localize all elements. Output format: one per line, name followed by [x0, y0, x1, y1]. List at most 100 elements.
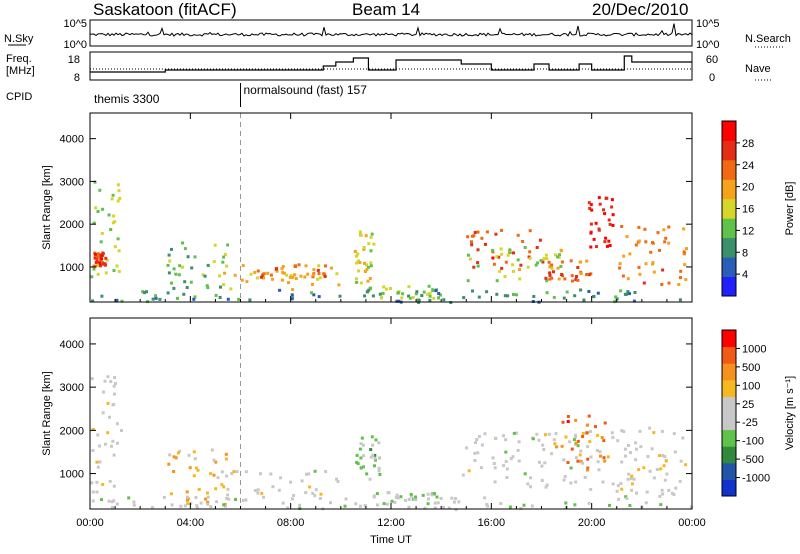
echo-cell [473, 231, 477, 234]
echo-cell [166, 263, 170, 267]
echo-cell [291, 275, 295, 279]
echo-cell [523, 472, 527, 476]
echo-cell [364, 234, 368, 238]
echo-cell [369, 286, 373, 290]
echo-cell [312, 268, 316, 272]
echo-cell [626, 477, 630, 481]
echo-cell [185, 286, 189, 289]
echo-cell [111, 439, 115, 443]
echo-cell [660, 429, 664, 433]
echo-cell [394, 496, 398, 499]
echo-cell [101, 207, 105, 211]
search-tick-top: 10^5 [696, 18, 720, 30]
echo-cell [432, 296, 436, 300]
echo-cell [558, 253, 561, 257]
echo-cell [495, 255, 499, 259]
echo-cell [101, 252, 105, 256]
echo-cell [313, 469, 317, 473]
echo-cell [589, 430, 592, 433]
echo-cell [226, 297, 230, 301]
echo-cell [501, 434, 505, 438]
echo-cell [532, 295, 536, 298]
echo-cell [595, 245, 598, 249]
echo-cell [473, 459, 477, 462]
echo-cell [249, 272, 253, 276]
echo-cell [225, 264, 229, 268]
echo-cell [369, 235, 373, 239]
echo-cell [127, 496, 131, 500]
echo-cell [409, 494, 413, 498]
echo-cell [396, 291, 400, 295]
echo-cell [679, 459, 683, 463]
echo-cell [658, 248, 661, 252]
echo-cell [560, 273, 564, 276]
echo-cell [222, 283, 226, 287]
y-tick-label: 3000 [60, 382, 84, 394]
colorbar-segment [722, 479, 736, 497]
colorbar-tick-label: 4 [742, 269, 748, 281]
echo-cell [652, 431, 656, 435]
colorbar-segment [722, 218, 736, 239]
echo-cell [550, 452, 554, 456]
echo-cell [681, 436, 685, 440]
echo-cell [310, 283, 314, 286]
echo-cell [678, 479, 682, 483]
echo-cell [538, 238, 542, 242]
echo-cell [183, 504, 187, 508]
echo-cell [439, 497, 443, 500]
echo-cell [542, 257, 546, 260]
echo-cell [216, 476, 220, 480]
echo-cell [626, 277, 630, 281]
colorbar-segment [722, 363, 736, 381]
echo-cell [411, 296, 415, 299]
echo-cell [585, 259, 589, 263]
echo-cell [608, 222, 612, 226]
echo-cell [377, 441, 381, 445]
echo-cell [476, 451, 480, 455]
echo-cell [526, 482, 530, 486]
echo-cell [619, 289, 623, 293]
echo-cell [611, 435, 615, 439]
echo-cell [91, 427, 95, 431]
echo-cell [298, 503, 302, 507]
echo-cell [608, 503, 611, 507]
echo-cell [554, 432, 558, 436]
echo-cell [113, 245, 117, 249]
echo-cell [114, 382, 117, 385]
echo-cell [576, 278, 580, 282]
echo-cell [308, 485, 312, 489]
echo-cell [428, 298, 432, 302]
echo-cell [291, 497, 294, 501]
echo-cell [677, 283, 681, 286]
echo-cell [512, 431, 516, 435]
echo-cell [269, 472, 273, 476]
echo-cell [499, 247, 503, 251]
echo-cell [667, 281, 671, 285]
echo-cell [545, 257, 549, 261]
echo-cell [292, 494, 296, 497]
freq-tick-bottom: 8 [74, 72, 80, 84]
echo-cell [457, 500, 461, 504]
echo-cell [643, 227, 647, 231]
echo-cell [638, 272, 642, 276]
echo-cell [535, 432, 539, 436]
y-tick-label: 3000 [60, 176, 84, 188]
echo-cell [493, 466, 497, 470]
colorbar-tick-label: -25 [742, 417, 758, 429]
echo-cell [661, 268, 665, 272]
echo-cell [356, 252, 360, 256]
echo-cell [93, 256, 97, 260]
echo-cell [607, 218, 611, 222]
echo-cell [516, 233, 520, 237]
echo-cell [262, 495, 265, 499]
echo-cell [633, 291, 637, 294]
echo-cell [96, 465, 100, 469]
echo-cell [170, 503, 174, 507]
echo-cell [186, 495, 189, 499]
echo-cell [209, 505, 213, 509]
echo-cell [282, 271, 286, 275]
echo-cell [381, 291, 385, 295]
echo-cell [390, 499, 394, 503]
colorbar-frame [721, 329, 737, 497]
echo-cell [355, 280, 359, 284]
